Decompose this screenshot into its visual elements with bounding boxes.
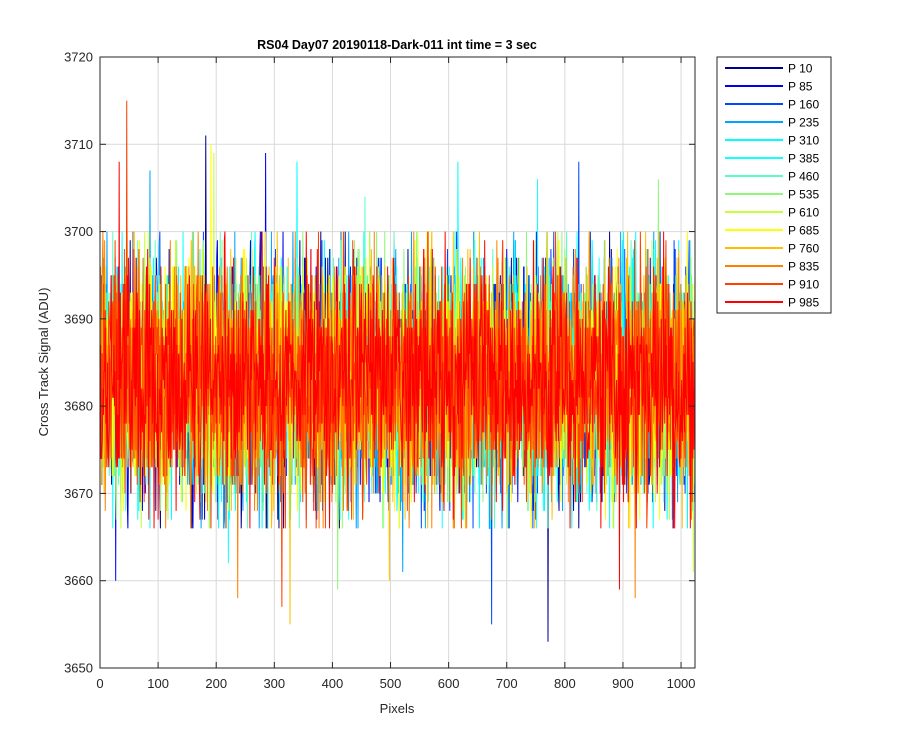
legend-label: P 535	[788, 188, 819, 202]
legend-label: P 160	[788, 98, 819, 112]
y-tick-label: 3670	[64, 486, 93, 501]
x-tick-label: 500	[380, 676, 402, 691]
legend-box	[716, 56, 832, 314]
y-tick-label: 3690	[64, 311, 93, 326]
legend-label: P 985	[788, 296, 819, 310]
x-tick-label: 0	[96, 676, 103, 691]
y-tick-label: 3650	[64, 661, 93, 676]
legend-label: P 760	[788, 242, 819, 256]
series-line-p-985	[100, 161, 696, 590]
x-tick-label: 100	[147, 676, 169, 691]
x-tick-label: 800	[554, 676, 576, 691]
y-tick-label: 3710	[64, 137, 93, 152]
legend-label: P 610	[788, 206, 819, 220]
legend-label: P 10	[788, 62, 813, 76]
legend-label: P 460	[788, 170, 819, 184]
y-tick-label: 3720	[64, 50, 93, 65]
legend-label: P 910	[788, 278, 819, 292]
x-tick-label: 200	[205, 676, 227, 691]
y-tick-label: 3700	[64, 224, 93, 239]
axes	[99, 56, 696, 669]
tick-labels: 0 100 200 300 400 500 600 700 800 900 1000 3650 3660…	[64, 50, 695, 692]
x-tick-label: 300	[263, 676, 285, 691]
x-axis-label: Pixels	[380, 701, 415, 716]
y-axis-label: Cross Track Signal (ADU)	[36, 288, 51, 437]
legend-label: P 685	[788, 224, 819, 238]
x-tick-label: 900	[612, 676, 634, 691]
series-group	[100, 100, 696, 642]
x-tick-label: 700	[496, 676, 518, 691]
legend-label: P 835	[788, 260, 819, 274]
legend-label: P 310	[788, 134, 819, 148]
x-tick-label: 400	[322, 676, 344, 691]
axes-box	[99, 56, 696, 669]
legend: P 10 P 85 P 160 P 235 P 310 P 385 P 460 P 535 P …	[716, 56, 832, 314]
legend-label: P 385	[788, 152, 819, 166]
series-line-p-910	[100, 100, 696, 607]
x-tick-label: 600	[438, 676, 460, 691]
y-tick-label: 3680	[64, 399, 93, 414]
x-tick-label: 1000	[667, 676, 696, 691]
y-tick-label: 3660	[64, 573, 93, 588]
chart-title: RS04 Day07 20190118-Dark-011 int time = …	[257, 38, 537, 52]
legend-label: P 85	[788, 80, 813, 94]
legend-label: P 235	[788, 116, 819, 130]
